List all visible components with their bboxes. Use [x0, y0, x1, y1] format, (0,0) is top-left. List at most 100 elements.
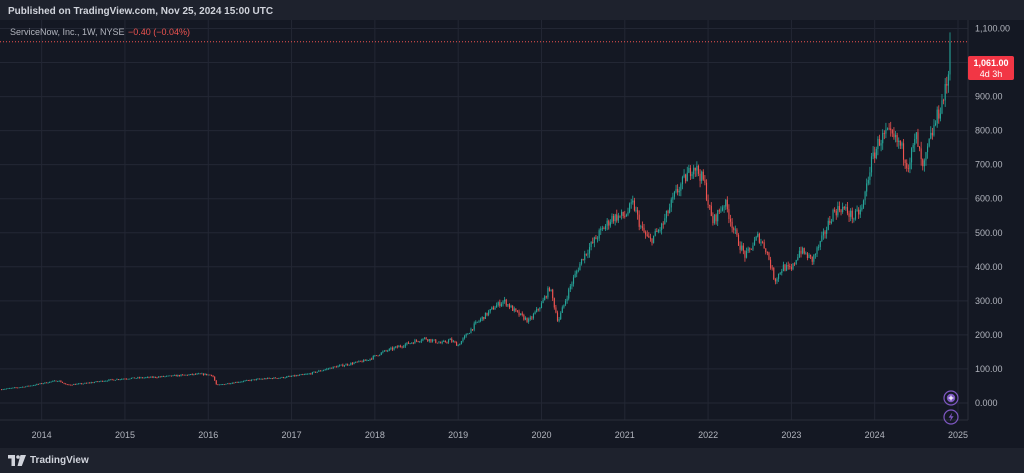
candle: [265, 378, 267, 380]
tradingview-logo-icon[interactable]: [8, 455, 26, 466]
candle: [274, 377, 277, 379]
candle: [574, 270, 576, 278]
candle: [222, 384, 224, 386]
candle: [255, 378, 257, 381]
candle: [838, 201, 841, 213]
candle: [343, 364, 345, 368]
candle: [818, 244, 820, 251]
candle: [353, 361, 355, 365]
candle: [459, 343, 461, 346]
candle: [18, 387, 20, 389]
candle: [446, 341, 448, 344]
candle: [902, 139, 905, 166]
y-tick-label: 100.00: [975, 364, 1003, 374]
candle: [385, 349, 387, 352]
price-chart[interactable]: 0.000 100.00 200.00 300.00 400.00 500.00 600.0…: [0, 20, 1024, 448]
footer-bar: TradingView: [0, 448, 1024, 473]
candle: [784, 263, 786, 272]
footer-brand[interactable]: TradingView: [30, 455, 89, 466]
candle: [848, 210, 850, 222]
candle: [874, 146, 876, 163]
candle: [207, 374, 209, 376]
candle: [39, 383, 41, 385]
candle: [134, 377, 136, 379]
candle: [230, 383, 232, 385]
candle: [252, 379, 254, 381]
candle: [528, 317, 530, 324]
candle: [943, 98, 945, 105]
candle: [273, 377, 275, 379]
y-tick-label: 0.000: [975, 398, 998, 408]
candle: [901, 141, 903, 149]
candle: [452, 339, 454, 343]
candle: [923, 158, 925, 172]
candle: [672, 192, 674, 203]
candle: [800, 246, 802, 258]
candle: [49, 381, 51, 383]
candle: [678, 186, 680, 197]
candle: [449, 338, 451, 341]
candle: [544, 295, 546, 301]
legend-change: −0.40 (−0.04%): [128, 27, 190, 37]
candle: [105, 380, 107, 382]
candle: [204, 373, 206, 376]
candle: [183, 374, 185, 376]
candle: [246, 379, 248, 381]
candle: [81, 382, 83, 385]
candle: [625, 213, 627, 217]
candle: [196, 373, 198, 375]
candle: [372, 355, 374, 360]
candle: [478, 319, 480, 324]
candle: [456, 341, 458, 346]
candle: [391, 346, 394, 351]
candle: [712, 212, 714, 226]
candle: [270, 378, 272, 379]
candle: [292, 375, 294, 377]
candle: [806, 252, 808, 261]
candle: [358, 360, 360, 363]
candle: [387, 349, 389, 353]
candle: [856, 205, 858, 212]
candle: [69, 384, 72, 386]
candle: [44, 382, 46, 384]
candle: [420, 338, 422, 344]
candle: [931, 127, 933, 140]
candle: [875, 146, 877, 160]
plus-icon[interactable]: [943, 390, 959, 406]
candle: [234, 381, 237, 384]
time-axis[interactable]: 2014 2015 2016 2017 2018 2019 2020 2021 2022 2023…: [32, 430, 968, 440]
candle: [787, 261, 789, 270]
candle: [263, 377, 265, 380]
lightning-icon[interactable]: [943, 409, 959, 425]
candle: [383, 350, 386, 352]
candle: [350, 362, 352, 366]
candle: [500, 302, 502, 307]
candle: [488, 309, 490, 317]
candle: [82, 383, 84, 385]
candle: [483, 316, 485, 321]
candle: [922, 158, 924, 171]
x-tick-label: 2021: [615, 430, 635, 440]
candle: [84, 382, 86, 384]
candle: [859, 205, 861, 218]
candle: [774, 277, 776, 285]
candle: [627, 207, 629, 217]
candle: [129, 378, 131, 380]
candle: [119, 378, 121, 381]
candle: [472, 328, 474, 331]
candle: [770, 256, 772, 270]
candle: [295, 374, 297, 377]
candle: [593, 236, 595, 248]
candle: [42, 383, 44, 385]
candle: [697, 164, 700, 177]
candle: [782, 261, 784, 272]
candle: [765, 248, 767, 255]
candle: [526, 317, 528, 323]
chart-pane[interactable]: 0.000 100.00 200.00 300.00 400.00 500.00 600.0…: [0, 20, 1024, 448]
candle: [26, 385, 28, 387]
candle: [106, 380, 108, 382]
candle: [145, 376, 147, 379]
candle: [223, 384, 225, 386]
price-axis[interactable]: 0.000 100.00 200.00 300.00 400.00 500.00 600.0…: [975, 24, 1010, 408]
candle: [486, 312, 488, 317]
